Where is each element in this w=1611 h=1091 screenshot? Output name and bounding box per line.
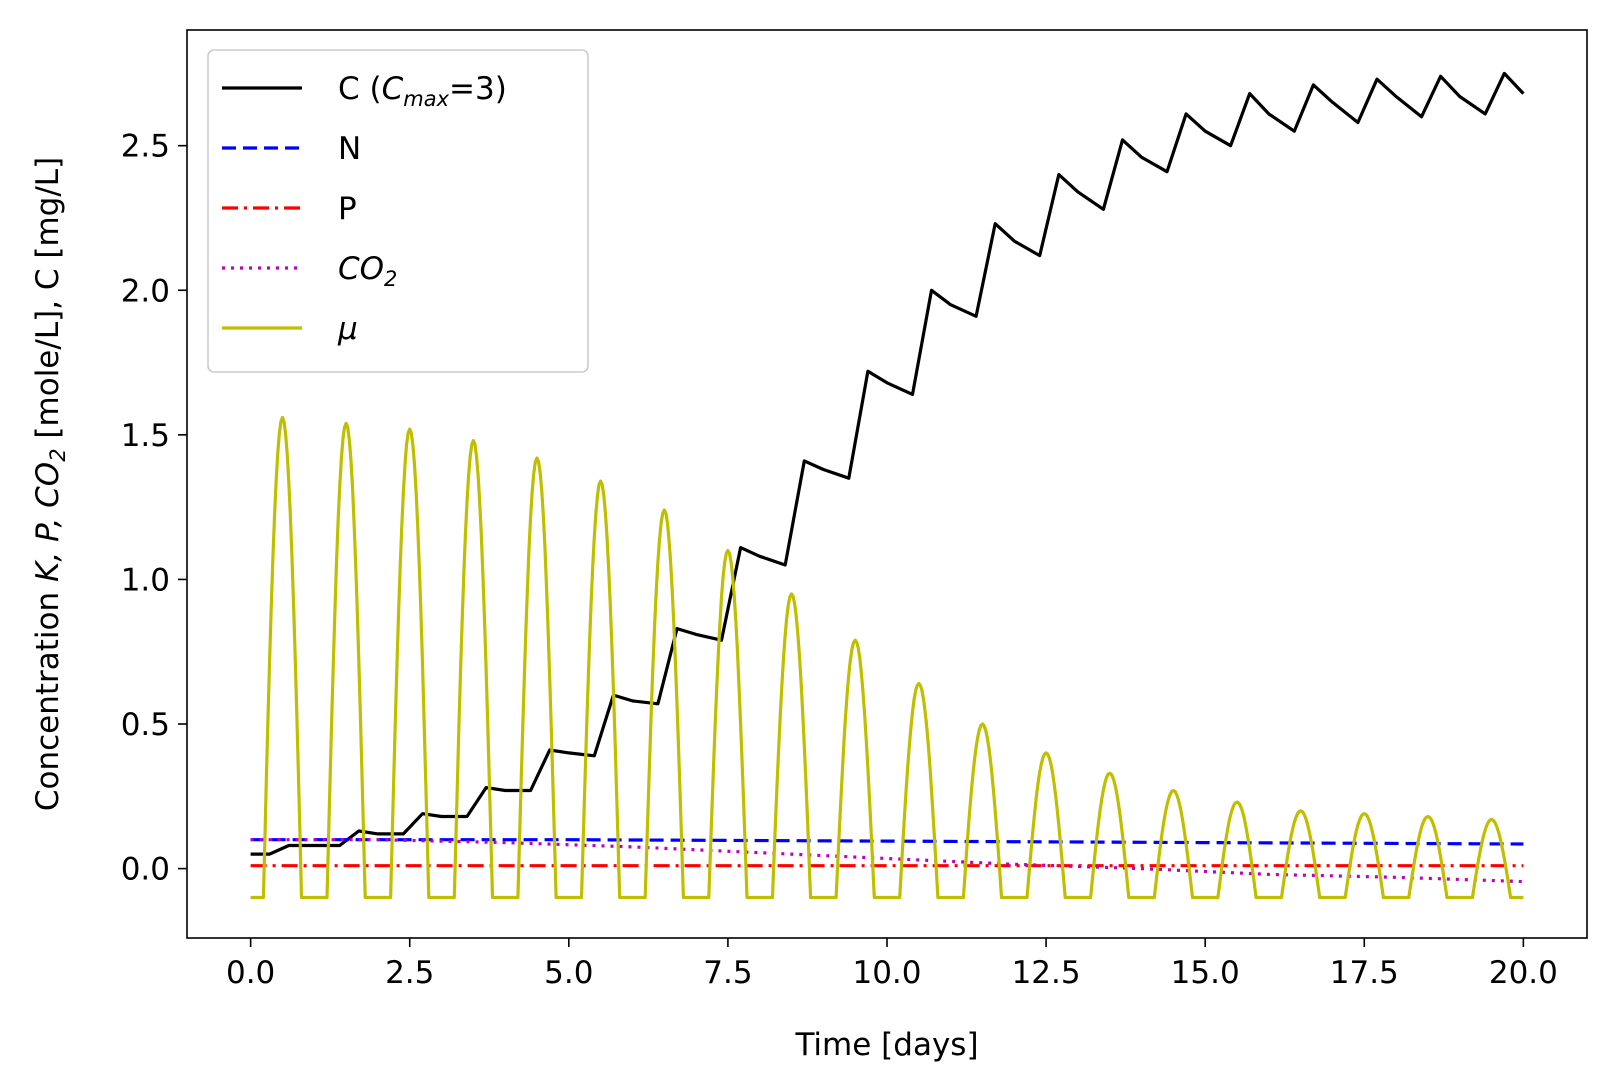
x-tick-label: 5.0 bbox=[544, 955, 593, 991]
series-line-c bbox=[250, 71, 1525, 856]
x-tick-label: 2.5 bbox=[385, 955, 434, 991]
y-tick-label: 2.0 bbox=[121, 273, 170, 309]
legend-frame bbox=[207, 49, 589, 373]
legend-label-n: N bbox=[338, 131, 361, 167]
y-tick-label: 2.5 bbox=[121, 129, 170, 165]
legend-label-mu: μ bbox=[337, 311, 358, 347]
x-tick-label: 0.0 bbox=[226, 955, 275, 991]
legend-label-c: C (Cmax=3) bbox=[338, 71, 507, 111]
x-tick-label: 10.0 bbox=[852, 955, 921, 991]
x-tick-label: 20.0 bbox=[1489, 955, 1558, 991]
series-layer bbox=[250, 71, 1525, 900]
y-axis: 0.0 0.5 1.0 1.5 2.0 2.5 bbox=[121, 129, 187, 888]
y-tick-label: 1.0 bbox=[121, 562, 170, 598]
legend: C (Cmax=3) NP CO2 μ bbox=[207, 49, 589, 373]
y-tick-label: 0.0 bbox=[121, 852, 170, 888]
x-tick-label: 7.5 bbox=[703, 955, 752, 991]
legend-label-p: P bbox=[338, 191, 357, 227]
x-tick-label: 12.5 bbox=[1012, 955, 1081, 991]
x-tick-label: 15.0 bbox=[1171, 955, 1240, 991]
y-axis-label: Concentration K, P, CO2 [mole/L], C [mg/… bbox=[30, 157, 70, 811]
series-line-mu bbox=[250, 415, 1524, 900]
y-tick-label: 0.5 bbox=[121, 707, 170, 743]
x-axis: 0.0 2.5 5.0 7.5 10.0 12.5 15.0 17.5 20.0 bbox=[226, 938, 1558, 991]
legend-label-co2: CO2 bbox=[338, 251, 397, 291]
x-tick-label: 17.5 bbox=[1330, 955, 1399, 991]
x-axis-label: Time [days] bbox=[794, 1027, 978, 1063]
y-tick-label: 1.5 bbox=[121, 418, 170, 454]
